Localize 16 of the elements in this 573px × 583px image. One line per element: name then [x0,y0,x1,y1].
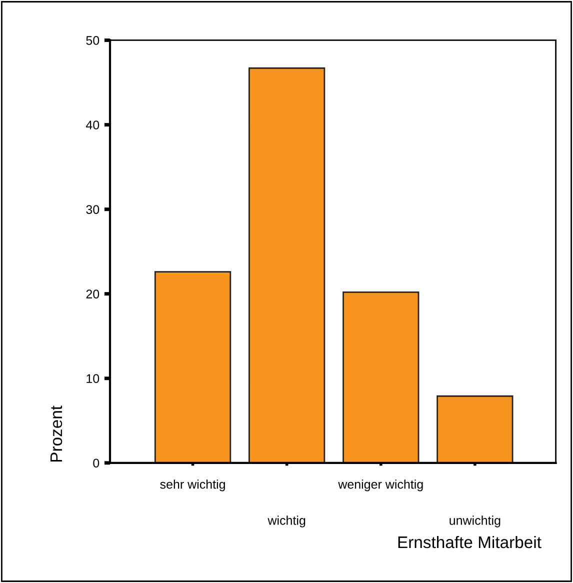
y-tick-label: 50 [86,36,100,45]
bar [154,271,232,463]
bar [342,291,420,463]
y-tick-label: 20 [86,290,100,298]
bar [248,67,326,463]
x-tick-label: weniger wichtig [338,480,423,492]
y-tick-label: 30 [86,205,100,214]
bar [436,395,514,463]
y-tick-label: 10 [86,374,100,384]
y-tick-label: 0 [93,458,100,468]
x-tick-label: unwichtig [450,516,500,528]
x-tick-label: wichtig [268,516,306,528]
x-axis-title: Ernsthafte Mitarbeit [398,536,542,548]
y-axis-title: Prozent [50,406,62,462]
x-tick-label: sehr wichtig [160,480,225,492]
y-tick-label: 40 [86,120,100,130]
